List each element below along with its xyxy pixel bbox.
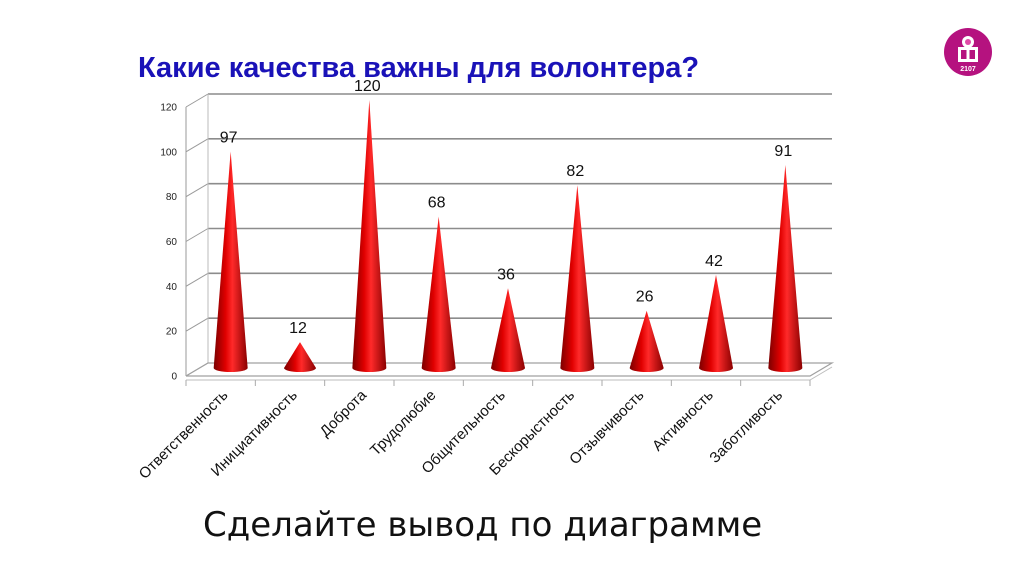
data-label: 12 bbox=[289, 320, 307, 337]
data-label: 97 bbox=[220, 130, 238, 147]
y-tick-label: 20 bbox=[166, 327, 178, 338]
chart-bars bbox=[213, 100, 803, 372]
x-tick-label: Активность bbox=[649, 387, 717, 455]
x-tick-label: Доброта bbox=[317, 386, 371, 440]
data-label: 82 bbox=[566, 163, 584, 180]
x-tick-label: Трудолюбие bbox=[367, 387, 440, 460]
cone-bar bbox=[352, 100, 387, 372]
slide-subtitle: Сделайте вывод по диаграмме bbox=[203, 505, 763, 545]
y-tick-label: 60 bbox=[166, 237, 178, 248]
data-label: 120 bbox=[354, 78, 381, 95]
data-label: 26 bbox=[636, 289, 654, 306]
cone-bar bbox=[699, 274, 733, 372]
data-label: 36 bbox=[497, 266, 515, 283]
y-tick-label: 40 bbox=[166, 282, 178, 293]
data-label: 91 bbox=[774, 143, 792, 160]
y-tick-label: 100 bbox=[160, 147, 177, 158]
data-label: 68 bbox=[428, 195, 446, 212]
slide-title: Какие качества важны для волонтера? bbox=[138, 52, 700, 84]
logo-text: 2107 bbox=[960, 66, 976, 73]
x-tick-label: Отзывчивость bbox=[566, 387, 647, 468]
y-axis-ticks: 0 20 40 60 80 100 120 bbox=[160, 103, 177, 383]
cone-bar bbox=[629, 310, 664, 372]
y-tick-label: 120 bbox=[160, 103, 177, 114]
y-tick-label: 80 bbox=[166, 192, 178, 203]
data-labels: 97 12 120 68 36 82 26 42 91 bbox=[220, 78, 793, 337]
cone-bar bbox=[421, 216, 456, 372]
chart-grid bbox=[185, 93, 835, 386]
y-tick-label: 0 bbox=[171, 372, 177, 383]
data-label: 42 bbox=[705, 253, 723, 270]
cone-bar bbox=[768, 165, 803, 372]
logo-2107-icon: 2107 bbox=[944, 28, 992, 76]
cone-bar bbox=[213, 151, 248, 372]
cone-bar bbox=[560, 185, 595, 372]
cone-bar bbox=[284, 342, 316, 372]
x-tick-label: Заботливость bbox=[706, 387, 786, 467]
cone-bar bbox=[491, 288, 525, 372]
